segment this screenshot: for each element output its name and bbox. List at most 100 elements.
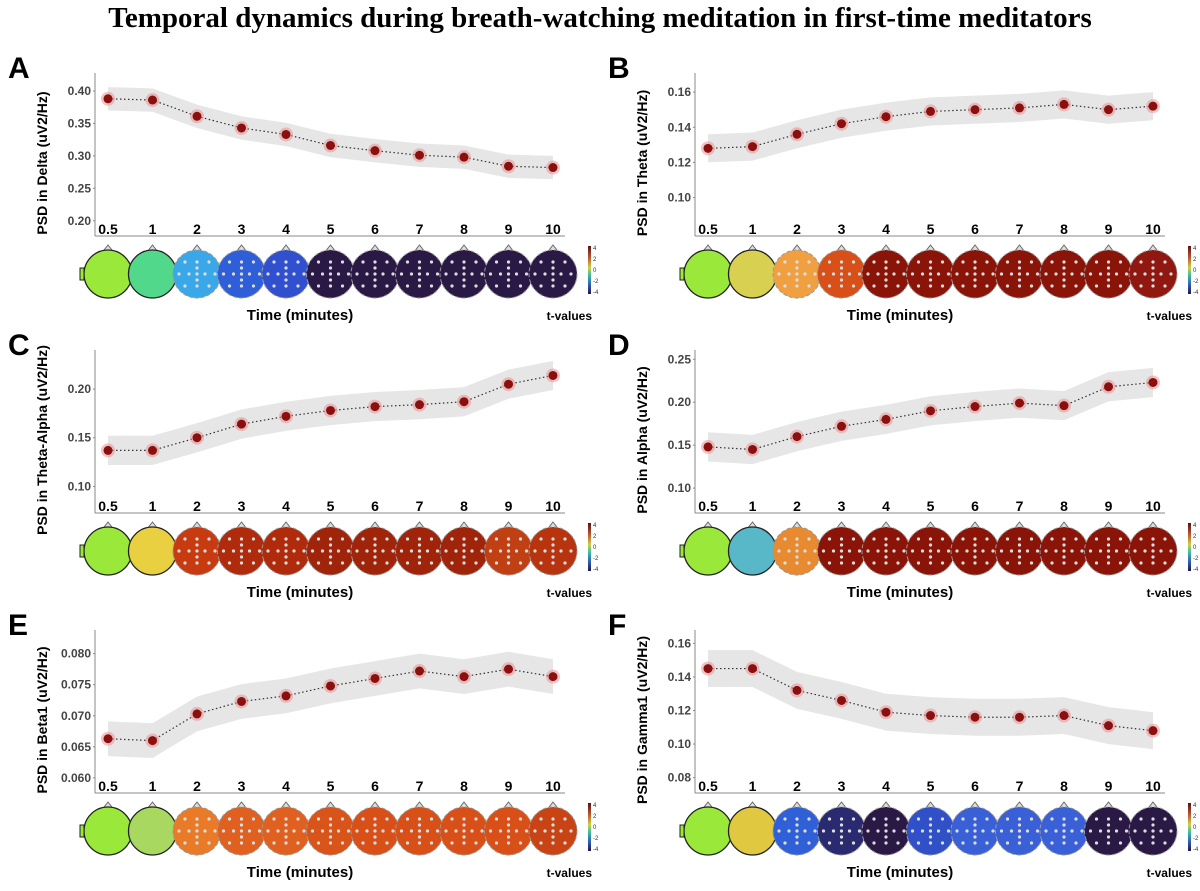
x-tick-label: 4 bbox=[882, 778, 890, 794]
panel-letter: B bbox=[608, 52, 630, 85]
topomap bbox=[528, 244, 578, 299]
electrode-dot bbox=[872, 260, 876, 264]
electrode-dot bbox=[1114, 829, 1119, 833]
x-tick-label: 10 bbox=[545, 498, 561, 514]
head-topomap bbox=[127, 526, 178, 576]
electrode-dot bbox=[328, 829, 333, 833]
electrode-dot bbox=[539, 284, 543, 288]
x-tick-label: 1 bbox=[149, 778, 157, 794]
confidence-band bbox=[108, 87, 553, 180]
data-point bbox=[792, 432, 802, 442]
electrode-dot bbox=[391, 829, 395, 833]
electrode-dot bbox=[803, 272, 807, 276]
electrode-dot bbox=[884, 841, 888, 845]
electrode-dot bbox=[284, 284, 288, 288]
electrode-dot bbox=[1017, 823, 1022, 827]
data-point bbox=[237, 123, 246, 133]
electrode-dot bbox=[569, 272, 573, 276]
nose-shape bbox=[837, 521, 846, 528]
data-point bbox=[970, 402, 980, 412]
electrode-dot bbox=[239, 829, 244, 833]
data-point bbox=[370, 402, 380, 412]
head-topomap bbox=[683, 526, 733, 576]
nose-shape bbox=[837, 244, 846, 251]
confidence-band bbox=[708, 650, 1153, 750]
electrode-dot bbox=[284, 260, 288, 264]
electrode-dot bbox=[480, 829, 484, 833]
nose-shape bbox=[1015, 521, 1024, 528]
data-point bbox=[792, 685, 802, 695]
electrode-dot bbox=[857, 272, 862, 276]
data-point bbox=[192, 433, 202, 443]
nose-shape bbox=[326, 801, 335, 808]
electrode-dot bbox=[524, 272, 529, 276]
electrode-dot bbox=[569, 829, 573, 833]
panel-letter: A bbox=[8, 52, 30, 85]
x-tick-label: 9 bbox=[505, 778, 513, 794]
electrode-dot bbox=[1106, 829, 1111, 833]
x-tick-label: 5 bbox=[927, 221, 935, 237]
topomap bbox=[861, 801, 911, 856]
x-tick-label: 10 bbox=[545, 221, 561, 237]
data-point bbox=[792, 129, 802, 139]
electrode-dot bbox=[1106, 817, 1111, 821]
electrode-dot bbox=[1029, 817, 1034, 821]
nose-shape bbox=[926, 521, 935, 528]
electrode-dot bbox=[316, 817, 321, 821]
data-point bbox=[881, 112, 891, 122]
data-point bbox=[926, 406, 935, 416]
electrode-dot bbox=[1163, 841, 1167, 845]
colorbar-tick-label: -4 bbox=[593, 290, 599, 296]
electrode-dot bbox=[1139, 537, 1143, 541]
ear-shape bbox=[79, 267, 85, 281]
nose-shape bbox=[1015, 801, 1024, 808]
electrode-dot bbox=[1118, 841, 1123, 845]
electrode-dot bbox=[1151, 561, 1155, 565]
electrode-dot bbox=[385, 260, 389, 264]
electrode-dot bbox=[920, 272, 925, 276]
electrode-dot bbox=[1062, 555, 1066, 559]
electrode-dot bbox=[373, 543, 377, 547]
y-tick-label: 0.075 bbox=[61, 678, 91, 692]
electrode-dot bbox=[474, 537, 478, 541]
electrode-dot bbox=[328, 841, 333, 845]
electrode-dot bbox=[450, 537, 454, 541]
electrode-dot bbox=[1062, 284, 1066, 288]
electrode-dot bbox=[928, 835, 933, 839]
x-tick-label: 8 bbox=[460, 778, 468, 794]
nose-shape bbox=[792, 521, 802, 528]
data-point bbox=[370, 146, 380, 156]
nose-shape bbox=[970, 521, 980, 528]
x-axis-label: Time (minutes) bbox=[847, 584, 953, 601]
electrode-dot bbox=[857, 549, 862, 553]
electrode-dot bbox=[1062, 278, 1066, 282]
electrode-dot bbox=[195, 823, 199, 827]
electrode-dot bbox=[239, 537, 244, 541]
electrode-dot bbox=[506, 841, 511, 845]
electrode-dot bbox=[946, 549, 951, 553]
electrode-dot bbox=[429, 284, 434, 288]
topomap bbox=[350, 244, 400, 299]
topomap bbox=[995, 244, 1044, 299]
electrode-dot bbox=[936, 549, 941, 553]
electrode-dot bbox=[272, 537, 276, 541]
colorbar bbox=[588, 803, 591, 851]
y-tick-label: 0.08 bbox=[668, 771, 692, 785]
electrode-dot bbox=[385, 561, 389, 565]
nose-shape bbox=[970, 801, 980, 808]
electrode-dot bbox=[916, 561, 921, 565]
colorbar-tick-label: -4 bbox=[1193, 290, 1199, 296]
x-tick-label: 5 bbox=[327, 778, 335, 794]
electrode-dot bbox=[361, 561, 365, 565]
data-point bbox=[103, 94, 113, 104]
topomap bbox=[261, 244, 311, 299]
x-tick-label: 7 bbox=[416, 498, 424, 514]
electrode-dot bbox=[213, 549, 217, 553]
electrode-dot bbox=[563, 260, 567, 264]
electrode-dot bbox=[409, 549, 414, 553]
x-tick-label: 6 bbox=[371, 778, 379, 794]
electrode-dot bbox=[417, 823, 422, 827]
electrode-dot bbox=[340, 260, 345, 264]
colorbar-tick-label: -4 bbox=[1193, 567, 1199, 573]
